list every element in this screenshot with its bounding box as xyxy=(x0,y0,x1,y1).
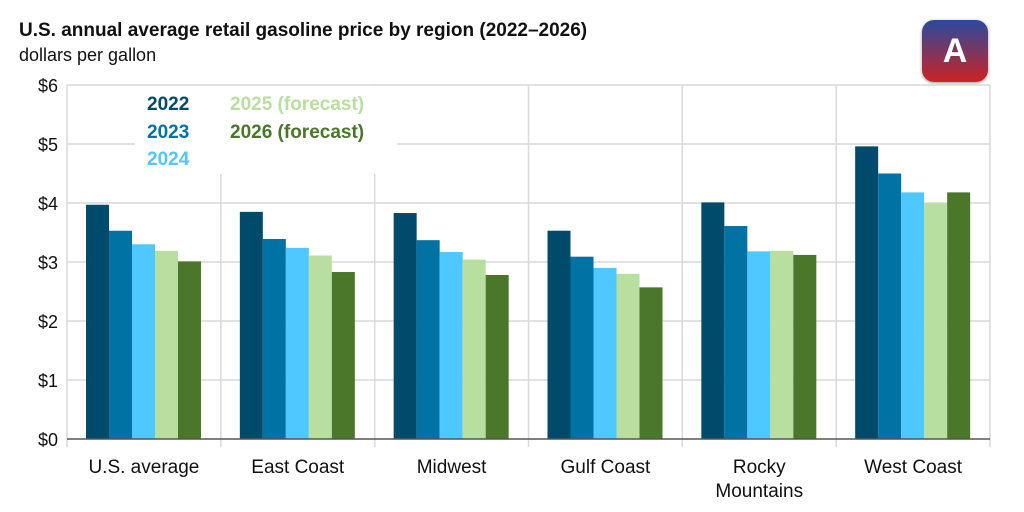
legend-item-2024: 2024 xyxy=(147,149,190,170)
chart-subtitle: dollars per gallon xyxy=(19,45,157,65)
y-tick-label: $2 xyxy=(38,312,58,332)
bar-2024 xyxy=(593,267,617,439)
category-label: West Coast xyxy=(864,457,963,478)
bar-2025 xyxy=(308,255,332,439)
bar-2024 xyxy=(439,251,463,439)
y-tick-label: $0 xyxy=(38,430,58,450)
bar-2024 xyxy=(132,244,155,439)
bar-2026 xyxy=(485,274,509,439)
bar-2023 xyxy=(416,240,440,439)
bar-2022 xyxy=(855,146,879,440)
legend-item-2025: 2025 (forecast) xyxy=(230,94,364,115)
category-label: Rocky Mountains xyxy=(715,457,803,502)
bar-2024 xyxy=(747,251,771,439)
bar-2024 xyxy=(901,192,925,439)
bar-2022 xyxy=(547,230,571,439)
bar-2025 xyxy=(616,273,640,439)
chart-title: U.S. annual average retail gasoline pric… xyxy=(19,20,588,41)
legend-item-2026: 2026 (forecast) xyxy=(230,122,364,143)
legend-item-2023: 2023 xyxy=(147,122,189,143)
logo: A xyxy=(922,20,988,82)
bar-2026 xyxy=(639,287,663,439)
y-tick-label: $1 xyxy=(38,371,58,391)
bar-2026 xyxy=(947,192,971,439)
bar-2022 xyxy=(393,213,417,439)
y-tick-label: $5 xyxy=(38,135,58,155)
bar-2026 xyxy=(331,272,355,439)
bar-2022 xyxy=(86,204,109,439)
logo-letter: A xyxy=(942,31,968,70)
bar-2024 xyxy=(285,247,309,439)
y-tick-label: $6 xyxy=(38,76,58,96)
bar-2022 xyxy=(239,211,263,439)
bar-2025 xyxy=(770,250,794,439)
bar-2025 xyxy=(155,250,178,439)
legend-item-2022: 2022 xyxy=(147,94,189,115)
bar-2023 xyxy=(262,238,286,439)
category-label: U.S. average xyxy=(88,457,199,478)
category-label: Gulf Coast xyxy=(561,457,651,478)
category-label: East Coast xyxy=(251,457,345,478)
legend-background xyxy=(135,86,397,174)
y-tick-label: $4 xyxy=(38,194,58,214)
bar-2023 xyxy=(724,226,748,439)
bar-2025 xyxy=(462,259,486,439)
category-label: Midwest xyxy=(417,457,487,478)
category-label-line: Rocky xyxy=(733,457,786,478)
bar-2026 xyxy=(178,261,201,439)
bar-2022 xyxy=(701,202,725,439)
bar-2026 xyxy=(793,254,817,439)
bar-2025 xyxy=(924,203,948,439)
bar-2023 xyxy=(109,230,132,439)
category-label-line: Mountains xyxy=(715,481,803,502)
y-tick-label: $3 xyxy=(38,253,58,273)
bar-2023 xyxy=(570,256,594,439)
bar-2023 xyxy=(878,173,902,439)
